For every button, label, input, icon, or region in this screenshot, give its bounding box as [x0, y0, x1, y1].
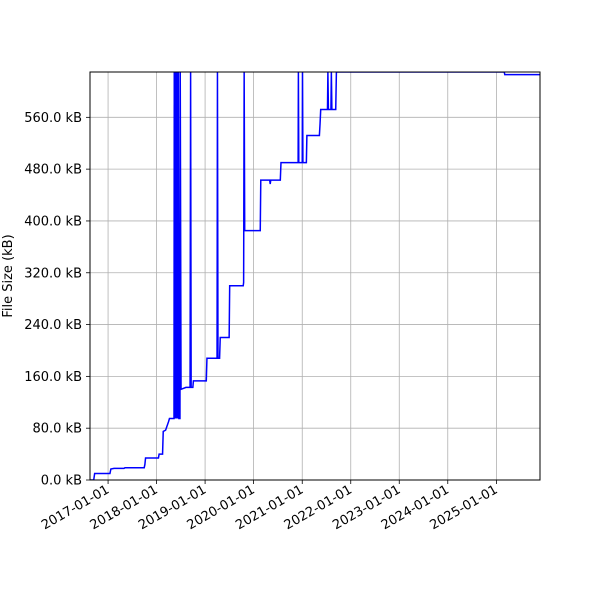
y-tick-label: 400.0 kB — [24, 214, 82, 229]
grid-lines — [90, 72, 540, 481]
y-tick-label: 320.0 kB — [24, 266, 82, 281]
y-tick-label: 160.0 kB — [24, 370, 82, 385]
series-layer — [90, 72, 540, 480]
y-axis-title: File Size (kB) — [1, 234, 16, 317]
y-tick-label: 480.0 kB — [24, 163, 82, 178]
y-axis: 0.0 kB 80.0 kB 160.0 kB 240.0 kB 320.0 kB 400… — [24, 111, 90, 489]
plot-frame — [89, 71, 541, 481]
y-tick-label: 240.0 kB — [24, 318, 82, 333]
series-line — [90, 72, 540, 480]
y-tick-label: 0.0 kB — [41, 474, 82, 489]
x-axis: 2017-01-012018-01-012019-01-012020-01-01… — [39, 480, 500, 533]
y-tick-label: 560.0 kB — [24, 111, 82, 126]
y-tick-label: 80.0 kB — [32, 422, 82, 437]
plot-background — [90, 72, 540, 480]
